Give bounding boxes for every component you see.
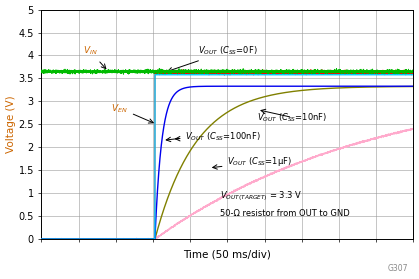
Text: $V_{OUT}$ ($C_{SS}$=1μF): $V_{OUT}$ ($C_{SS}$=1μF) bbox=[213, 155, 292, 169]
Text: $V_{EN}$: $V_{EN}$ bbox=[111, 102, 153, 123]
Text: $V_{OUT}$ ($C_{SS}$=100nF): $V_{OUT}$ ($C_{SS}$=100nF) bbox=[176, 131, 260, 143]
Text: $V_{IN}$: $V_{IN}$ bbox=[83, 45, 106, 69]
Text: 50-Ω resistor from OUT to GND: 50-Ω resistor from OUT to GND bbox=[220, 209, 350, 218]
Text: $V_{OUT}$ ($C_{SS}$=10nF): $V_{OUT}$ ($C_{SS}$=10nF) bbox=[257, 109, 328, 124]
Text: $V_{OUT(TARGET)}$ = 3.3 V: $V_{OUT(TARGET)}$ = 3.3 V bbox=[220, 189, 303, 203]
Text: G307: G307 bbox=[388, 264, 409, 273]
Text: $V_{OUT}$ ($C_{SS}$=0F): $V_{OUT}$ ($C_{SS}$=0F) bbox=[168, 45, 257, 72]
Y-axis label: Voltage (V): Voltage (V) bbox=[5, 95, 16, 153]
X-axis label: Time (50 ms/div): Time (50 ms/div) bbox=[184, 249, 272, 259]
